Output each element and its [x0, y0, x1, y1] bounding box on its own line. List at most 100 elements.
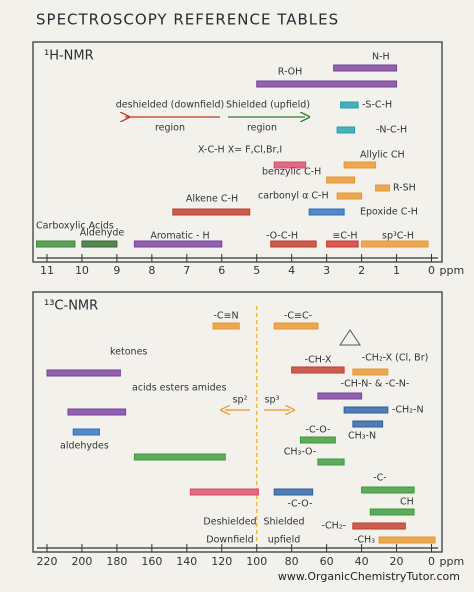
x-tick-label: 7 — [183, 264, 190, 277]
annotation: Deshielded — [203, 517, 256, 528]
x-tick-label: 200 — [71, 555, 92, 568]
range-bar — [352, 368, 389, 376]
range-label: Allylic CH — [360, 150, 405, 161]
range-bar — [352, 522, 406, 530]
range-label: -CH-X — [305, 355, 332, 366]
x-tick-label: 100 — [246, 555, 267, 568]
range-bar — [343, 161, 377, 169]
range-label: -CH₂-X (Cl, Br) — [362, 353, 429, 364]
range-bar — [378, 536, 436, 544]
annotation: sp² — [233, 395, 248, 406]
range-label: -C≡C- — [284, 311, 312, 322]
range-bar — [273, 161, 307, 169]
range-bar — [308, 208, 345, 216]
range-bar — [375, 184, 391, 192]
range-bar — [352, 420, 384, 428]
range-label: CH — [400, 497, 414, 508]
x-tick-label: 5 — [253, 264, 260, 277]
range-label: carbonyl α C-H — [258, 191, 329, 202]
range-label: -C≡N — [213, 311, 238, 322]
x-tick-label: 4 — [288, 264, 295, 277]
x-tick-label: 60 — [320, 555, 334, 568]
panel-title: ¹³C-NMR — [44, 299, 98, 314]
range-label: sp³C-H — [382, 231, 414, 242]
range-bar — [212, 322, 240, 330]
range-label: -CH-N- & -C-N- — [341, 379, 410, 390]
range-bar — [273, 322, 319, 330]
range-label: -C- — [373, 473, 387, 484]
annotation: Downfield — [206, 535, 253, 546]
range-label: -N-C-H — [376, 125, 407, 136]
annotation: region — [155, 123, 185, 134]
range-label: -O-C-H — [266, 231, 298, 242]
range-label: ≡C-H — [332, 231, 357, 242]
panel-frame — [32, 291, 443, 553]
range-label: Epoxide C-H — [360, 207, 418, 218]
range-label: acids esters amides — [132, 383, 227, 394]
range-bar — [340, 101, 359, 109]
range-bar — [343, 406, 389, 414]
annotation: region — [247, 123, 277, 134]
x-axis-label: ppm — [440, 264, 465, 277]
x-tick-label: 80 — [285, 555, 299, 568]
range-label: -CH₂-N — [392, 405, 424, 416]
cyclopropane-icon — [339, 329, 361, 346]
x-tick-label: 3 — [323, 264, 330, 277]
range-label: CH₃-O- — [284, 447, 316, 458]
range-bar — [256, 80, 398, 88]
range-label: -C-O- — [306, 425, 331, 436]
range-bar — [133, 240, 223, 248]
range-bar — [291, 366, 345, 374]
range-bar — [336, 126, 356, 134]
range-label: R-OH — [278, 67, 303, 78]
range-label: X-C-H X= F,Cl,Br,I — [198, 145, 282, 156]
range-bar — [333, 64, 398, 72]
range-label: -CH₂- — [322, 521, 346, 532]
range-bar — [326, 240, 359, 248]
annotation: deshielded (downfield) — [116, 100, 224, 111]
range-label: benzylic C-H — [262, 167, 321, 178]
x-tick-label: 10 — [75, 264, 89, 277]
x-tick-label: 8 — [148, 264, 155, 277]
range-bar — [67, 408, 127, 416]
range-label: CH₃-N — [348, 431, 376, 442]
range-bar — [81, 240, 118, 248]
panel-title: ¹H-NMR — [44, 49, 94, 64]
range-bar — [270, 240, 317, 248]
range-label: aldehydes — [60, 441, 109, 452]
annotation: upfield — [268, 535, 301, 546]
range-bar — [361, 486, 415, 494]
range-label: -S-C-H — [362, 100, 392, 111]
page-title: SPECTROSCOPY REFERENCE TABLES — [36, 11, 339, 29]
x-tick-label: 11 — [40, 264, 54, 277]
x-tick-label: 6 — [218, 264, 225, 277]
range-bar — [326, 176, 356, 184]
range-label: Aromatic - H — [150, 231, 209, 242]
range-bar — [46, 369, 121, 377]
range-label: Carboxylic Acids — [36, 221, 114, 232]
range-bar — [35, 240, 76, 248]
range-label: -CH₃ — [354, 535, 375, 546]
annotation: sp³ — [265, 395, 280, 406]
x-tick-label: 140 — [176, 555, 197, 568]
range-bar — [72, 428, 100, 436]
x-tick-label: 9 — [113, 264, 120, 277]
range-bar — [317, 458, 345, 466]
range-label: N-H — [372, 52, 390, 63]
annotation: Shielded — [263, 517, 304, 528]
range-bar — [361, 240, 429, 248]
range-label: Aldehyde — [80, 228, 125, 239]
x-tick-label: 160 — [141, 555, 162, 568]
footer-url: www.OrganicChemistryTutor.com — [278, 570, 460, 583]
range-label: -C-O- — [288, 499, 313, 510]
range-bar — [133, 453, 226, 461]
x-tick-label: 2 — [358, 264, 365, 277]
range-bar — [369, 508, 415, 516]
annotation: Shielded (upfield) — [226, 100, 310, 111]
x-tick-label: 120 — [211, 555, 232, 568]
range-bar — [172, 208, 251, 216]
range-bar — [189, 488, 259, 496]
x-axis-label: ppm — [440, 555, 465, 568]
range-label: Alkene C-H — [186, 194, 238, 205]
